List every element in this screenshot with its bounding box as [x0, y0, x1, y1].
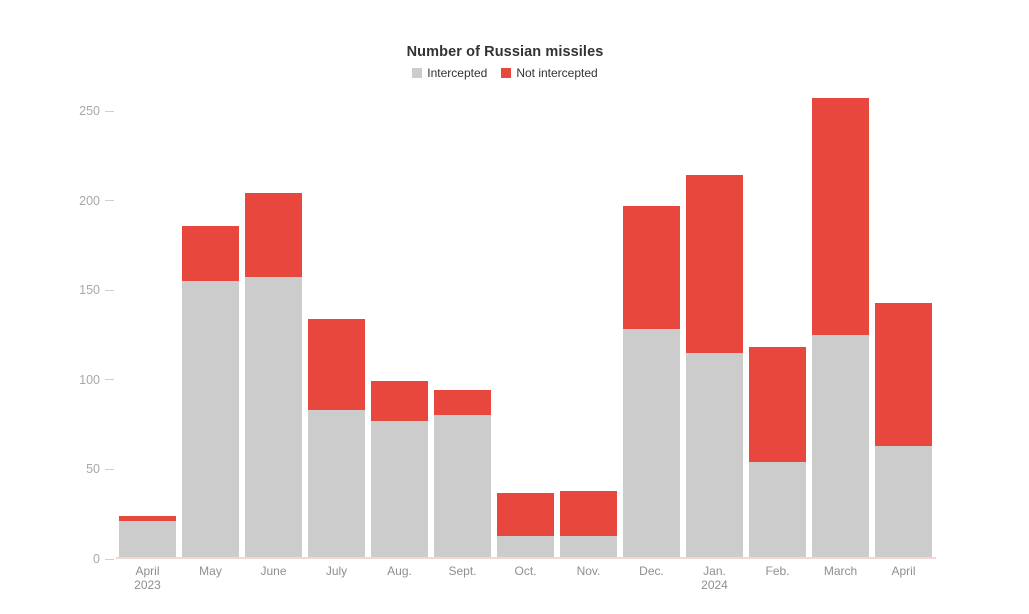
- x-axis-label: April: [891, 564, 916, 578]
- x-axis-label-year: 2023: [134, 578, 161, 592]
- bar-segment-not-intercepted: [497, 492, 554, 536]
- x-axis-label: Aug.: [387, 564, 412, 578]
- bar-stack: [434, 390, 491, 557]
- legend: Intercepted Not intercepted: [90, 66, 920, 80]
- chart-title: Number of Russian missiles: [406, 44, 604, 60]
- x-axis-label: April 2023: [116, 564, 179, 592]
- bar-segment-intercepted: [182, 281, 239, 557]
- bar-segment-not-intercepted: [623, 205, 680, 330]
- plot-area: April 2023 May June July Aug. Sept. Oct. Nov. Dec…: [116, 95, 936, 592]
- bar-column: April 2023: [116, 95, 179, 592]
- y-tick: 0: [36, 552, 114, 566]
- x-axis-label: June: [260, 564, 287, 578]
- bar-segment-not-intercepted: [245, 193, 302, 278]
- legend-label-intercepted: Intercepted: [427, 66, 488, 80]
- bar-segment-intercepted: [371, 420, 428, 557]
- bar-stack: [497, 492, 554, 557]
- bar-stack: [875, 302, 932, 557]
- y-tick-label: 100: [79, 372, 100, 387]
- bar-segment-not-intercepted: [560, 490, 617, 536]
- bar-stack: [686, 175, 743, 557]
- bar-segment-not-intercepted: [371, 381, 428, 421]
- legend-label-not-intercepted: Not intercepted: [516, 66, 598, 80]
- bar-segment-intercepted: [875, 445, 932, 557]
- legend-item-not-intercepted: Not intercepted: [501, 66, 598, 80]
- bar-stack: [308, 318, 365, 557]
- legend-swatch-intercepted-icon: [412, 68, 423, 78]
- y-tick-label: 250: [79, 104, 100, 118]
- y-tick-label: 0: [93, 552, 100, 566]
- bar-column: July: [305, 95, 368, 578]
- bar-segment-not-intercepted: [875, 302, 932, 446]
- bar-column: Jan. 2024: [683, 95, 746, 592]
- x-axis-label: Sept.: [448, 564, 477, 578]
- bar-stack: [371, 381, 428, 557]
- bar-column: Feb.: [746, 95, 809, 578]
- bar-stack: [182, 225, 239, 557]
- y-tick-mark: [105, 558, 114, 560]
- x-axis-label: Dec.: [639, 564, 664, 578]
- bar-column: Sept.: [431, 95, 494, 578]
- y-tick-label: 150: [79, 283, 100, 298]
- y-tick-mark: [105, 289, 114, 291]
- legend-swatch-not-intercepted-icon: [501, 68, 512, 78]
- x-axis-label: Feb.: [765, 564, 790, 578]
- bar-segment-not-intercepted: [749, 347, 806, 463]
- bar-column: April: [872, 95, 935, 578]
- bar-segment-not-intercepted: [812, 98, 869, 335]
- y-tick-mark: [105, 468, 114, 470]
- bar-segment-intercepted: [812, 334, 869, 557]
- bar-column: Nov.: [557, 95, 620, 578]
- bar-segment-not-intercepted: [119, 515, 176, 522]
- x-axis-label: July: [325, 564, 348, 578]
- bar-column: June: [242, 95, 305, 578]
- x-axis-label: March: [823, 564, 858, 578]
- x-axis-label-year: 2024: [701, 578, 728, 592]
- y-tick-mark: [105, 379, 114, 381]
- bar-stack: [812, 98, 869, 557]
- bar-segment-intercepted: [686, 352, 743, 557]
- bar-stack: [623, 205, 680, 557]
- bar-column: May: [179, 95, 242, 578]
- bar-segment-not-intercepted: [434, 390, 491, 416]
- y-tick: 250: [36, 104, 114, 118]
- bar-stack: [560, 490, 617, 557]
- bar-column: Aug.: [368, 95, 431, 578]
- chart-header: Number of Russian missiles Intercepted N…: [90, 44, 920, 80]
- y-tick-mark: [105, 110, 114, 112]
- bar-segment-intercepted: [434, 415, 491, 557]
- bar-segment-not-intercepted: [686, 175, 743, 353]
- x-axis-label: May: [199, 564, 222, 578]
- bar-segment-intercepted: [497, 535, 554, 557]
- y-tick: 50: [36, 462, 114, 476]
- y-axis: 0 50 100 150 200 250: [36, 95, 114, 566]
- bar-segment-not-intercepted: [182, 225, 239, 282]
- x-axis-label: Nov.: [576, 564, 601, 578]
- bar-column: Oct.: [494, 95, 557, 578]
- bar-stack: [245, 193, 302, 557]
- bar-stack: [119, 515, 176, 557]
- bar-segment-intercepted: [308, 410, 365, 557]
- y-tick-label: 50: [86, 462, 100, 477]
- bar-column: March: [809, 95, 872, 578]
- bar-stack: [749, 347, 806, 557]
- y-tick: 100: [36, 373, 114, 387]
- bar-segment-intercepted: [560, 535, 617, 557]
- bar-column: Dec.: [620, 95, 683, 578]
- y-tick: 200: [36, 194, 114, 208]
- bar-segment-intercepted: [245, 277, 302, 557]
- y-tick-label: 200: [79, 193, 100, 208]
- y-tick: 150: [36, 283, 114, 297]
- bar-segment-not-intercepted: [308, 318, 365, 411]
- legend-item-intercepted: Intercepted: [412, 66, 487, 80]
- bar-segment-intercepted: [119, 521, 176, 557]
- bar-segment-intercepted: [623, 329, 680, 557]
- y-tick-mark: [105, 200, 114, 202]
- x-axis-label: Jan. 2024: [683, 564, 746, 592]
- bar-segment-intercepted: [749, 462, 806, 557]
- x-axis-label: Oct.: [514, 564, 537, 578]
